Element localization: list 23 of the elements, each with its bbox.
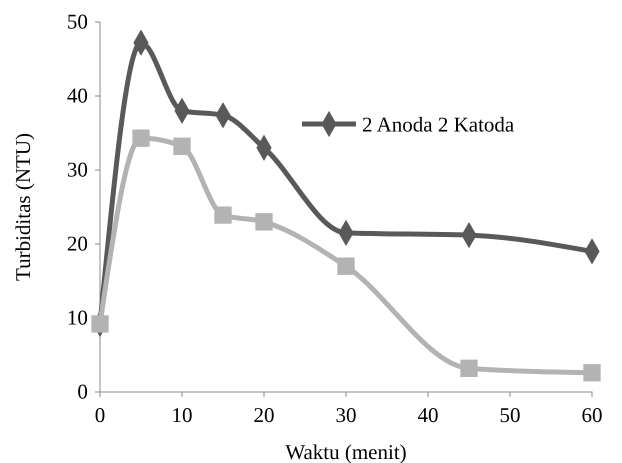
point bbox=[460, 360, 478, 377]
x-tick-label: 20 bbox=[254, 403, 274, 428]
legend-label: 2 Anoda 2 Katoda bbox=[362, 112, 515, 136]
point bbox=[173, 138, 191, 155]
y-axis-title: Turbiditas (NTU) bbox=[11, 133, 35, 281]
point bbox=[214, 206, 232, 224]
y-tick-label: 30 bbox=[66, 158, 88, 182]
point bbox=[132, 130, 150, 147]
y-tick-label: 0 bbox=[77, 380, 88, 404]
point bbox=[337, 258, 355, 275]
x-tick-label: 60 bbox=[582, 403, 602, 428]
x-tick-label: 0 bbox=[94, 403, 106, 428]
y-tick-label: 10 bbox=[66, 306, 88, 330]
point bbox=[91, 315, 109, 333]
x-tick-label: 10 bbox=[172, 403, 192, 428]
y-tick-label: 20 bbox=[66, 232, 88, 256]
x-tick-label: 30 bbox=[336, 403, 356, 428]
x-tick-label: 40 bbox=[418, 403, 438, 428]
point bbox=[255, 213, 273, 230]
y-tick-label: 50 bbox=[66, 10, 88, 34]
point bbox=[583, 364, 601, 382]
y-tick-label: 40 bbox=[66, 84, 88, 108]
x-tick-label: 50 bbox=[500, 403, 520, 428]
